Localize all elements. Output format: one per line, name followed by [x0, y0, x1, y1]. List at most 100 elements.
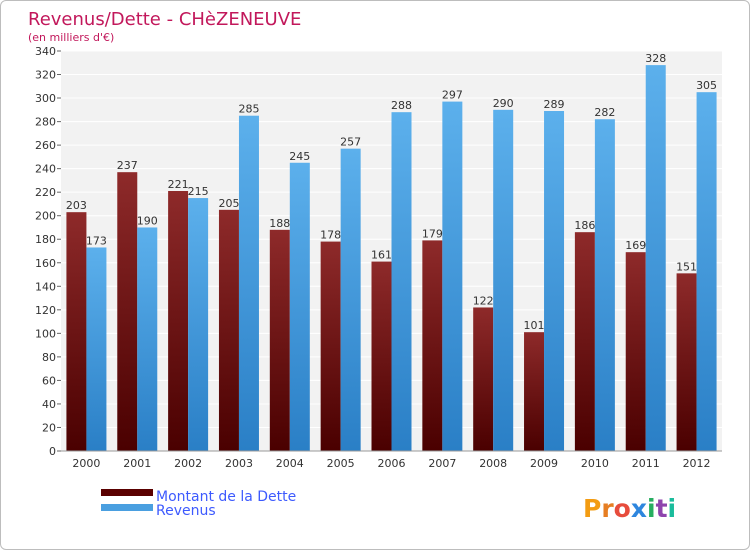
data-label: 173: [86, 234, 107, 247]
bar-dette: [676, 273, 697, 451]
data-label: 237: [117, 159, 138, 172]
x-tick-label: 2001: [123, 457, 151, 470]
y-tick-label: 260: [35, 139, 56, 152]
bar-series: [66, 65, 717, 452]
bar-dette: [320, 241, 341, 451]
bar-revenus: [645, 65, 666, 451]
data-label: 282: [594, 106, 615, 119]
bar-revenus: [594, 119, 615, 451]
data-label: 190: [137, 214, 158, 227]
y-tick-label: 280: [35, 116, 56, 129]
data-label: 288: [391, 99, 412, 112]
y-tick-label: 200: [35, 210, 56, 223]
bar-dette: [625, 252, 646, 451]
legend-swatch-debt: [101, 489, 153, 496]
logo-letter: P: [583, 494, 601, 523]
y-tick-label: 40: [42, 398, 56, 411]
x-tick-label: 2004: [276, 457, 304, 470]
bar-dette: [66, 212, 87, 451]
y-tick-label: 140: [35, 280, 56, 293]
y-axis-ticks: 0 20 40 60 80 100 120 140 160 180 200 220 240 260 280 3…: [35, 45, 61, 458]
bar-dette: [524, 332, 545, 451]
data-label: 179: [422, 227, 443, 240]
data-label: 245: [289, 150, 310, 163]
y-tick-label: 160: [35, 257, 56, 270]
data-label: 289: [544, 98, 565, 111]
bar-revenus: [442, 101, 463, 452]
data-label: 305: [696, 79, 717, 92]
bar-revenus: [391, 112, 412, 452]
chart-title: Revenus/Dette - CHèZENEUVE: [28, 9, 301, 30]
logo-letter: t: [656, 494, 668, 523]
x-tick-label: 2010: [581, 457, 609, 470]
x-axis-ticks: 2000 2001 2002 2003 2004 2005 2006 2007 2008 2009…: [72, 457, 710, 470]
bar-dette: [371, 261, 392, 451]
y-tick-label: 340: [35, 45, 56, 58]
proxiti-logo: Proxiti: [583, 494, 676, 523]
logo-letter: i: [647, 494, 656, 523]
bar-revenus: [238, 115, 259, 452]
bar-revenus: [137, 227, 158, 451]
x-tick-label: 2011: [632, 457, 660, 470]
data-label: 122: [473, 294, 494, 307]
legend-swatch-revenus: [101, 504, 153, 511]
chart-subtitle: (en milliers d'€): [28, 31, 114, 44]
y-tick-label: 20: [42, 421, 56, 434]
x-tick-label: 2005: [327, 457, 355, 470]
y-tick-label: 320: [35, 69, 56, 82]
data-label: 161: [371, 249, 392, 262]
y-tick-label: 120: [35, 304, 56, 317]
y-tick-label: 80: [42, 351, 56, 364]
x-tick-label: 2000: [72, 457, 100, 470]
bar-dette: [168, 191, 189, 451]
x-tick-label: 2009: [530, 457, 558, 470]
legend-label-revenus: Revenus: [156, 503, 216, 519]
data-label: 203: [66, 199, 87, 212]
bar-dette: [422, 240, 443, 451]
bar-revenus: [340, 148, 361, 451]
bar-dette: [473, 307, 494, 451]
data-label: 215: [188, 185, 209, 198]
data-label: 285: [238, 103, 259, 116]
logo-letter: x: [631, 494, 647, 523]
data-label: 221: [168, 178, 189, 191]
data-label: 151: [676, 260, 697, 273]
logo-letter: i: [668, 494, 677, 523]
data-label: 186: [574, 219, 595, 232]
bar-revenus: [86, 247, 107, 451]
logo-letter: o: [614, 494, 631, 523]
data-label: 188: [269, 217, 290, 230]
bar-dette: [117, 172, 138, 452]
x-tick-label: 2007: [428, 457, 456, 470]
y-tick-label: 100: [35, 327, 56, 340]
logo-letter: r: [601, 494, 614, 523]
y-tick-label: 180: [35, 233, 56, 246]
legend: Montant de la Dette Revenus: [101, 489, 296, 519]
bar-dette: [218, 209, 239, 451]
data-label: 169: [625, 239, 646, 252]
data-label: 101: [524, 319, 545, 332]
x-tick-label: 2006: [378, 457, 406, 470]
bar-revenus: [188, 198, 209, 451]
bar-revenus: [696, 92, 717, 452]
y-tick-label: 220: [35, 186, 56, 199]
y-tick-label: 300: [35, 92, 56, 105]
data-label: 290: [493, 97, 514, 110]
bar-revenus: [544, 111, 565, 451]
bar-dette: [269, 229, 290, 451]
data-label: 328: [645, 52, 666, 65]
x-tick-label: 2003: [225, 457, 253, 470]
bar-revenus: [289, 162, 310, 451]
data-label: 297: [442, 89, 463, 102]
y-tick-label: 60: [42, 374, 56, 387]
data-label: 205: [218, 197, 239, 210]
data-label: 257: [340, 136, 361, 149]
legend-label-debt: Montant de la Dette: [156, 489, 296, 505]
x-tick-label: 2008: [479, 457, 507, 470]
x-tick-label: 2012: [683, 457, 711, 470]
bar-dette: [574, 232, 595, 451]
y-tick-label: 240: [35, 163, 56, 176]
